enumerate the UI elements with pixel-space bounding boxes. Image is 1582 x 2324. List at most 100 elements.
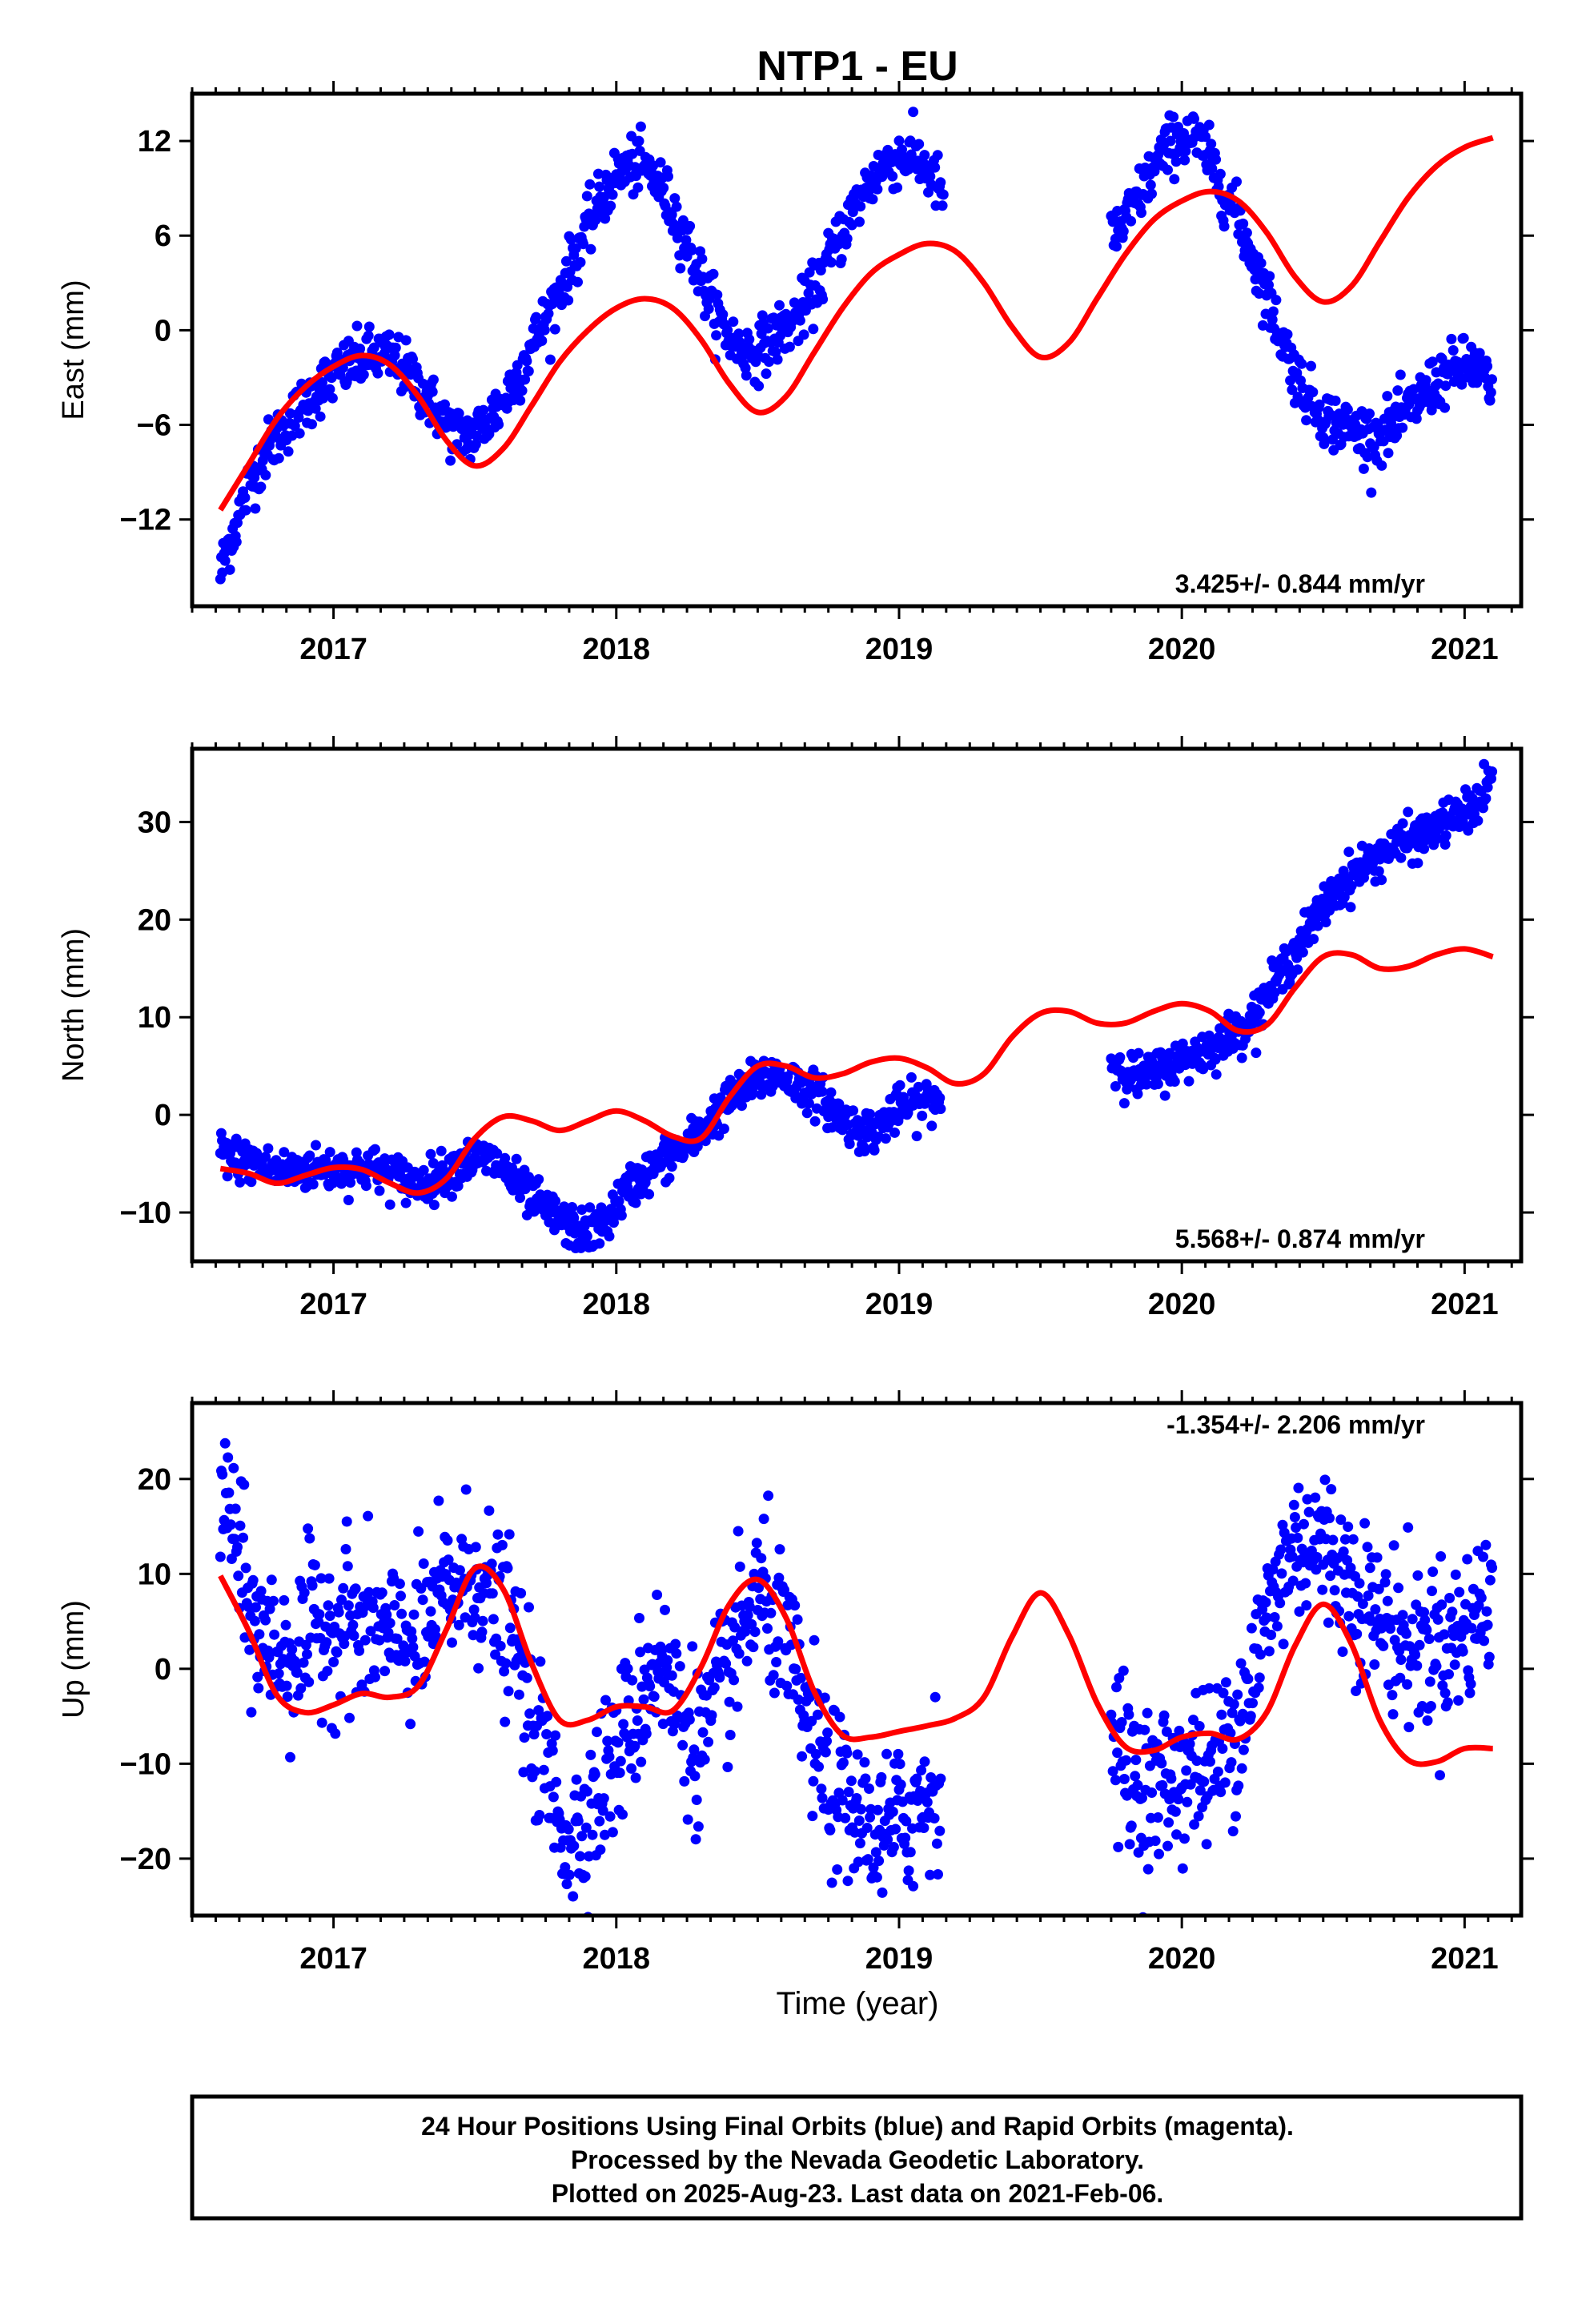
up-observation-point	[529, 1766, 540, 1777]
up-observation-point	[542, 1711, 553, 1722]
up-observation-point	[1279, 1527, 1290, 1538]
north-observation-point	[343, 1195, 354, 1205]
east-x-tick-label: 2017	[299, 633, 367, 666]
north-observation-point	[360, 1180, 371, 1192]
up-observation-point	[819, 1692, 830, 1703]
up-observation-point	[338, 1582, 349, 1594]
north-observation-point	[809, 1116, 821, 1127]
up-observation-point	[1407, 1614, 1418, 1625]
up-observation-point	[1436, 1599, 1447, 1610]
up-observation-point	[733, 1526, 744, 1537]
north-y-tick-label: 30	[138, 806, 171, 839]
up-observation-point	[930, 1691, 941, 1703]
up-observation-point	[268, 1595, 279, 1606]
up-observation-point	[235, 1520, 246, 1531]
up-observation-point	[500, 1658, 512, 1669]
up-observation-point	[1267, 1564, 1279, 1575]
up-model-curve	[218, 1563, 1493, 1767]
east-observation-point	[1296, 358, 1307, 369]
up-observation-point	[1327, 1534, 1339, 1546]
east-observation-point	[908, 107, 919, 118]
up-observation-point	[383, 1627, 394, 1638]
east-observation-point	[686, 244, 697, 255]
east-x-tick-label: 2021	[1431, 633, 1499, 666]
up-observation-point	[630, 1772, 641, 1783]
up-observation-point	[858, 1924, 869, 1934]
east-observation-point	[1287, 384, 1298, 396]
up-observation-point	[1111, 1682, 1122, 1693]
up-observation-point	[1246, 1622, 1257, 1634]
up-observation-point	[929, 1813, 940, 1823]
up-observation-point	[873, 1856, 885, 1867]
up-observation-point	[806, 1715, 817, 1727]
up-observation-point	[781, 1680, 793, 1691]
up-observation-point	[1423, 1634, 1435, 1644]
up-observation-point	[905, 1847, 916, 1858]
up-observation-point	[592, 1727, 602, 1738]
up-observation-point	[597, 1805, 608, 1816]
east-observation-point	[1330, 396, 1341, 406]
up-observation-point	[1337, 1647, 1348, 1657]
up-observation-point	[538, 1764, 549, 1775]
up-observation-point	[541, 1729, 552, 1739]
up-observation-point	[1201, 1839, 1212, 1850]
east-observation-point	[905, 149, 917, 160]
north-observation-point	[263, 1143, 274, 1154]
east-observation-point	[231, 537, 242, 548]
east-observation-point	[1484, 395, 1496, 406]
up-observation-point	[376, 1587, 387, 1598]
up-observation-point	[796, 1672, 806, 1683]
north-observation-point	[1269, 987, 1280, 998]
up-observation-point	[1162, 1840, 1173, 1852]
up-y-tick-label: 20	[138, 1463, 171, 1497]
up-observation-point	[492, 1529, 504, 1540]
east-observation-point	[632, 182, 644, 193]
up-observation-point	[1387, 1690, 1398, 1701]
up-observation-point	[374, 1634, 385, 1646]
up-observation-point	[809, 1634, 820, 1646]
north-observation-point	[1395, 852, 1407, 863]
up-y-tick-label: −10	[120, 1747, 171, 1781]
up-observation-point	[1219, 1777, 1231, 1788]
up-observation-point	[682, 1814, 693, 1825]
up-observation-point	[931, 1838, 942, 1849]
up-observation-point	[1110, 1775, 1121, 1786]
east-x-tick-label: 2019	[865, 633, 934, 666]
up-observation-point	[865, 1811, 876, 1823]
up-observation-point	[1442, 1697, 1453, 1708]
north-observation-point	[1169, 1076, 1180, 1087]
north-observation-point	[370, 1144, 380, 1155]
up-observation-point	[810, 1748, 821, 1759]
up-observation-point	[1107, 1766, 1118, 1777]
up-observation-point	[689, 1744, 700, 1755]
east-observation-point	[544, 354, 556, 365]
up-observation-point	[443, 1554, 454, 1566]
up-observation-point	[1243, 1674, 1254, 1684]
east-y-tick-label: −6	[137, 409, 171, 443]
east-observation-point	[1169, 174, 1180, 185]
up-observation-point	[1124, 1839, 1135, 1850]
north-observation-point	[1346, 880, 1357, 891]
up-observation-point	[1401, 1628, 1411, 1639]
north-observation-point	[894, 1080, 905, 1091]
up-observation-point	[670, 1638, 681, 1650]
up-observation-point	[1379, 1577, 1391, 1588]
east-observation-point	[515, 395, 526, 406]
up-observation-point	[1247, 1698, 1258, 1709]
up-observation-point	[561, 1879, 572, 1890]
east-observation-point	[841, 233, 853, 244]
up-observation-point	[254, 1629, 265, 1640]
east-observation-point	[753, 380, 765, 392]
up-observation-point	[812, 1709, 823, 1720]
up-observation-point	[1226, 1757, 1237, 1768]
up-observation-point	[1421, 1624, 1432, 1635]
up-observation-point	[363, 1586, 375, 1598]
east-observation-point	[1165, 135, 1176, 147]
up-observation-point	[1278, 1638, 1289, 1650]
up-observation-point	[617, 1809, 628, 1820]
up-observation-point	[1464, 1687, 1476, 1699]
up-observation-point	[1137, 1792, 1147, 1803]
east-observation-point	[772, 354, 783, 365]
east-observation-point	[570, 243, 581, 254]
up-observation-point	[1289, 1512, 1300, 1522]
